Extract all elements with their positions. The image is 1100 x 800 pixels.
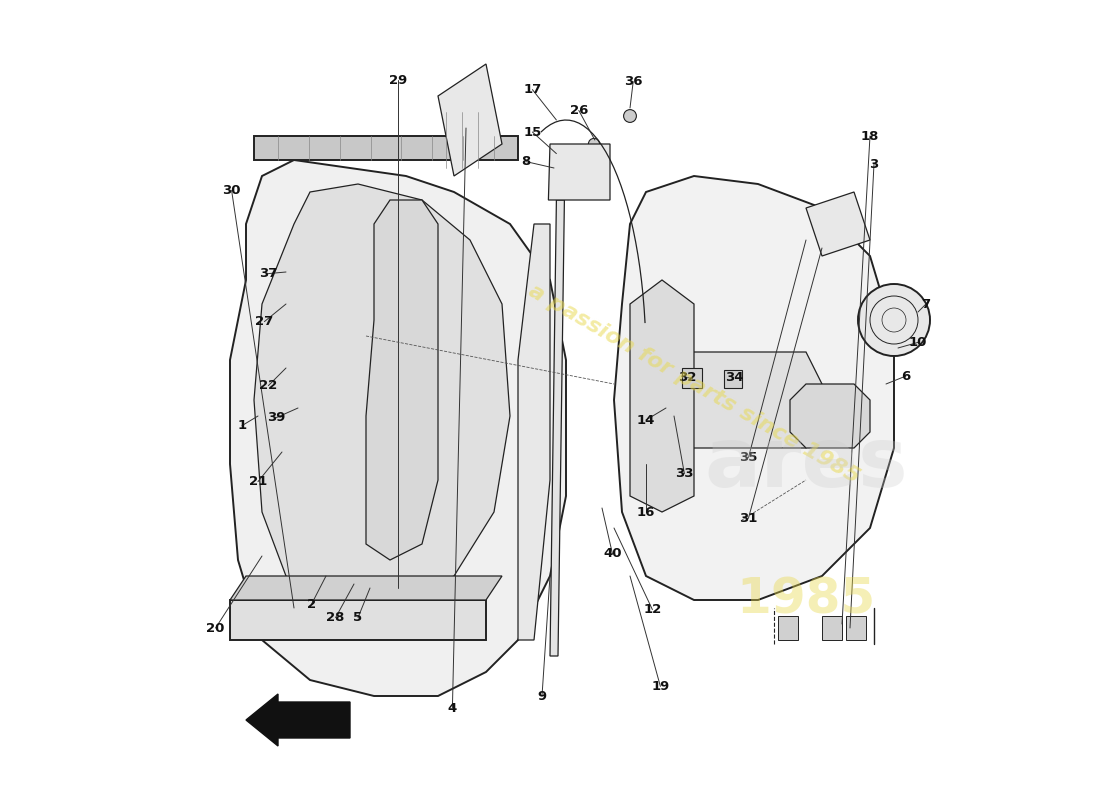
Text: 19: 19 <box>651 680 670 693</box>
Text: 2: 2 <box>307 598 316 610</box>
Bar <box>822 616 842 640</box>
Text: 1: 1 <box>238 419 246 432</box>
Polygon shape <box>230 160 566 696</box>
Circle shape <box>287 354 300 366</box>
Bar <box>846 616 866 640</box>
Bar <box>778 616 798 640</box>
Text: 28: 28 <box>327 611 344 624</box>
Text: 1985: 1985 <box>736 576 876 624</box>
Circle shape <box>424 458 437 470</box>
Text: 7: 7 <box>922 298 931 310</box>
Polygon shape <box>550 200 564 656</box>
Text: 17: 17 <box>524 83 541 96</box>
Text: 12: 12 <box>644 603 661 616</box>
Text: 22: 22 <box>260 379 277 392</box>
Text: 8: 8 <box>521 155 530 168</box>
Text: 21: 21 <box>249 475 267 488</box>
Polygon shape <box>518 224 550 640</box>
Polygon shape <box>230 576 502 600</box>
Text: 14: 14 <box>637 414 656 426</box>
Circle shape <box>304 274 317 286</box>
Bar <box>682 368 702 388</box>
Text: 37: 37 <box>260 267 277 280</box>
Text: 15: 15 <box>524 126 541 138</box>
Polygon shape <box>614 176 894 600</box>
Text: 34: 34 <box>725 371 744 384</box>
Text: 5: 5 <box>353 611 363 624</box>
Polygon shape <box>806 192 870 256</box>
Text: 40: 40 <box>603 547 622 560</box>
Text: 18: 18 <box>861 130 879 142</box>
Circle shape <box>858 284 930 356</box>
Text: 36: 36 <box>624 75 642 88</box>
Circle shape <box>624 110 637 122</box>
Text: 32: 32 <box>679 371 696 384</box>
Bar <box>725 370 742 388</box>
Text: 27: 27 <box>255 315 274 328</box>
Text: 20: 20 <box>207 622 224 634</box>
Text: 26: 26 <box>570 104 589 117</box>
Text: 31: 31 <box>739 512 758 525</box>
Circle shape <box>588 138 600 150</box>
Polygon shape <box>254 184 510 608</box>
Text: 33: 33 <box>675 467 694 480</box>
Polygon shape <box>549 144 610 200</box>
Text: 9: 9 <box>538 690 547 702</box>
Text: 39: 39 <box>267 411 286 424</box>
Polygon shape <box>254 136 518 160</box>
Polygon shape <box>366 200 438 560</box>
Text: 6: 6 <box>901 370 911 382</box>
Text: 30: 30 <box>222 184 241 197</box>
Polygon shape <box>438 64 502 176</box>
Text: 4: 4 <box>448 702 456 714</box>
Circle shape <box>367 250 381 262</box>
FancyArrow shape <box>246 694 350 746</box>
Text: 10: 10 <box>909 336 927 349</box>
Text: a passion for parts since 1985: a passion for parts since 1985 <box>525 281 862 487</box>
Text: ares: ares <box>704 423 908 505</box>
Polygon shape <box>230 600 486 640</box>
Polygon shape <box>790 384 870 448</box>
Circle shape <box>463 354 476 366</box>
Text: 29: 29 <box>389 74 407 86</box>
Polygon shape <box>646 352 822 448</box>
Polygon shape <box>630 280 694 512</box>
Text: 35: 35 <box>739 451 758 464</box>
Text: 3: 3 <box>869 158 879 170</box>
Text: 16: 16 <box>637 506 656 518</box>
